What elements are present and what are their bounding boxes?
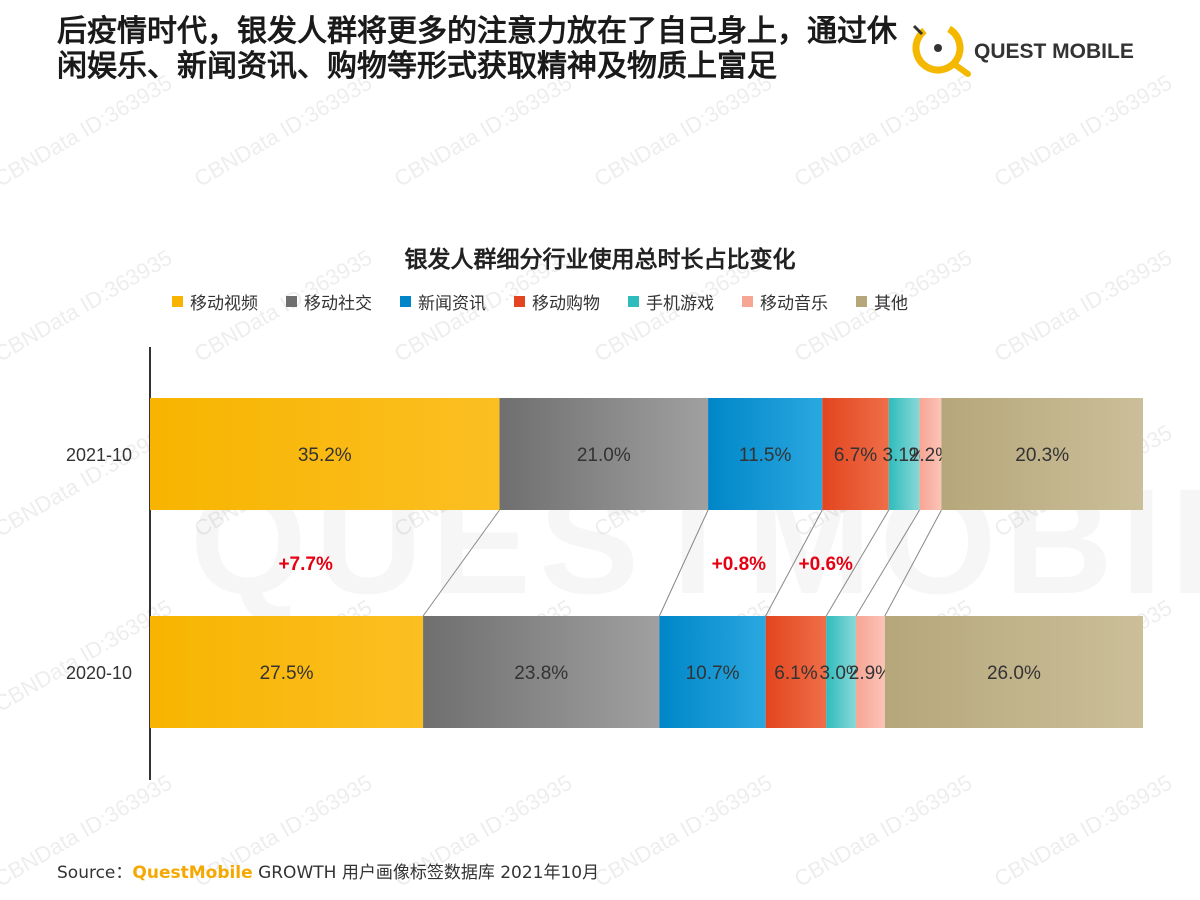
data-label: 11.5% — [739, 445, 792, 466]
legend-swatch — [286, 295, 297, 307]
source-note: Source：QuestMobile GROWTH 用户画像标签数据库 2021… — [57, 858, 599, 883]
change-annotation: +7.7% — [278, 554, 333, 575]
bar-segment — [919, 398, 942, 510]
connector-line — [825, 509, 890, 617]
legend-label: 移动视频 — [190, 293, 258, 314]
legend-swatch — [400, 295, 411, 307]
legend-label: 移动音乐 — [760, 293, 828, 314]
connector-line — [884, 509, 942, 617]
connector-line — [855, 509, 921, 617]
data-label: 23.8% — [514, 663, 568, 684]
bar-segment — [826, 616, 857, 728]
legend-item: 手机游戏 — [628, 289, 714, 314]
source-suffix: GROWTH 用户画像标签数据库 2021年10月 — [252, 863, 600, 883]
source-prefix: Source： — [57, 863, 133, 883]
source-brand: QuestMobile — [132, 863, 253, 883]
data-label: 35.2% — [298, 445, 352, 466]
bar-segment — [150, 616, 424, 728]
legend-label: 移动购物 — [532, 293, 600, 314]
data-label: 3.0% — [819, 663, 862, 684]
quest-mobile-logo-icon — [912, 22, 971, 77]
page-headline: 后疫情时代，银发人群将更多的注意力放在了自己身上，通过休闲娱乐、新闻资讯、购物等… — [57, 14, 897, 84]
legend-label: 手机游戏 — [646, 293, 714, 314]
connector-line — [658, 509, 709, 617]
data-label: 27.5% — [260, 663, 314, 684]
legend-label: 其他 — [874, 293, 908, 314]
legend-swatch — [628, 295, 639, 307]
bar-segment — [423, 616, 660, 728]
connector-line — [422, 509, 500, 617]
bar-segment — [888, 398, 920, 510]
legend-item: 移动音乐 — [742, 289, 828, 314]
legend-swatch — [172, 295, 183, 307]
chart-legend: 移动视频 移动社交 新闻资讯 移动购物 手机游戏 移动音乐 其他 — [172, 288, 936, 314]
data-label: 20.3% — [1015, 445, 1069, 466]
data-label: 6.1% — [774, 663, 817, 684]
legend-swatch — [742, 295, 753, 307]
bar-segment — [884, 616, 1143, 728]
data-label: 2.9% — [849, 663, 892, 684]
category-tick-label: 2020-10 — [66, 663, 132, 683]
chart-title: 银发人群细分行业使用总时长占比变化 — [404, 247, 796, 273]
bar-segment — [765, 616, 827, 728]
legend-swatch — [514, 295, 525, 307]
legend-swatch — [856, 295, 867, 307]
data-label: 6.7% — [834, 445, 877, 466]
data-label: 10.7% — [686, 663, 740, 684]
data-label: 26.0% — [987, 663, 1041, 684]
change-annotation: +0.6% — [799, 554, 854, 575]
legend-item: 移动购物 — [514, 289, 600, 314]
data-label: 3.1% — [883, 445, 926, 466]
data-label: 21.0% — [577, 445, 631, 466]
bar-segment — [150, 398, 500, 510]
legend-label: 新闻资讯 — [418, 293, 486, 314]
bar-segment — [659, 616, 766, 728]
bar-segment — [941, 398, 1143, 510]
connector-line — [765, 509, 823, 617]
bar-segment — [856, 616, 885, 728]
legend-item: 移动社交 — [286, 289, 372, 314]
legend-item: 移动视频 — [172, 289, 258, 314]
legend-label: 移动社交 — [304, 293, 372, 314]
category-tick-label: 2021-10 — [66, 445, 132, 465]
bar-segment — [499, 398, 709, 510]
change-annotation: +0.8% — [712, 554, 767, 575]
legend-item: 新闻资讯 — [400, 289, 486, 314]
legend-item: 其他 — [856, 289, 908, 314]
data-label: 2.2% — [909, 445, 952, 466]
bar-segment — [708, 398, 823, 510]
logo-text: QUEST MOBILE — [974, 40, 1134, 63]
quest-mobile-logo: QUEST MOBILE — [908, 12, 1158, 82]
bar-segment — [822, 398, 889, 510]
